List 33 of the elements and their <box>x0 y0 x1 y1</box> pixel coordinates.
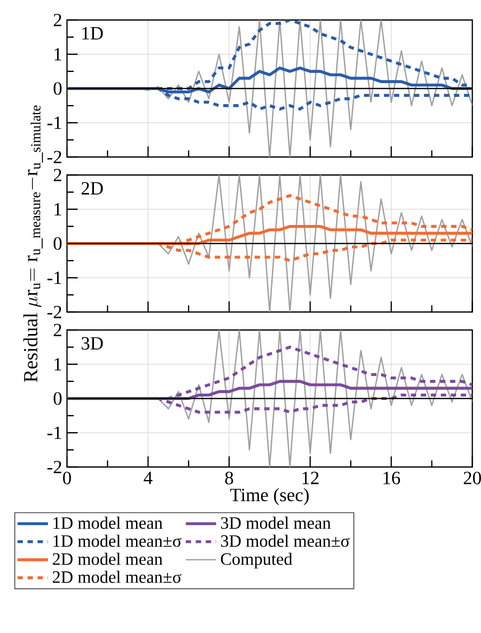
y-tick-label: 1 <box>54 48 62 60</box>
y-tick-label: 1 <box>54 203 62 216</box>
y-tick-label: 1 <box>54 358 62 370</box>
x-tick-label: 12 <box>302 472 318 484</box>
y-tick-label: -2 <box>47 150 62 164</box>
annotation: 2D <box>82 182 103 194</box>
y-tick-label: -1 <box>47 116 62 129</box>
text: 1D model mean <box>54 516 162 529</box>
legend-label: 3D model mean±σ <box>221 534 350 547</box>
y-axis-title: $\mathrm{Residual}\ \mu\mathrm{r}_{\mathrm{u}}\mathrm{=r}_{\mathrm{u\_measure}}\mathrm{-r}_{\mathrm{u\_simulate}}$ <box>23 106 43 382</box>
x-tick-label: 0 <box>63 472 71 484</box>
y-tick-label: 2 <box>54 324 62 336</box>
y-tick-label: 0 <box>54 82 62 95</box>
text: 2D model mean <box>52 552 162 565</box>
x-tick-label: 8 <box>225 472 234 484</box>
x-tick-label: 20 <box>464 472 481 484</box>
legend-label: 3D model mean <box>221 516 331 529</box>
y-tick-label: 0 <box>54 392 62 405</box>
text: 1D model mean±σ <box>54 534 182 547</box>
x-tick-label: 4 <box>144 472 152 484</box>
x-axis-title: Time (sec) <box>230 488 309 506</box>
y-tick-label: -2 <box>47 460 62 474</box>
annotation: 1D <box>82 27 103 40</box>
annotation: 3D <box>82 337 103 350</box>
y-tick-label: 2 <box>54 168 62 182</box>
y-tick-label: 2 <box>54 14 62 26</box>
x-tick-label: 16 <box>384 472 400 484</box>
y-tick-label: 0 <box>54 237 62 250</box>
y-tick-label: -2 <box>47 306 62 318</box>
legend-label: Computed <box>220 552 292 568</box>
y-tick-label: -1 <box>47 272 62 284</box>
y-tick-label: -1 <box>47 426 62 439</box>
text: 2D model mean±σ <box>52 570 182 583</box>
